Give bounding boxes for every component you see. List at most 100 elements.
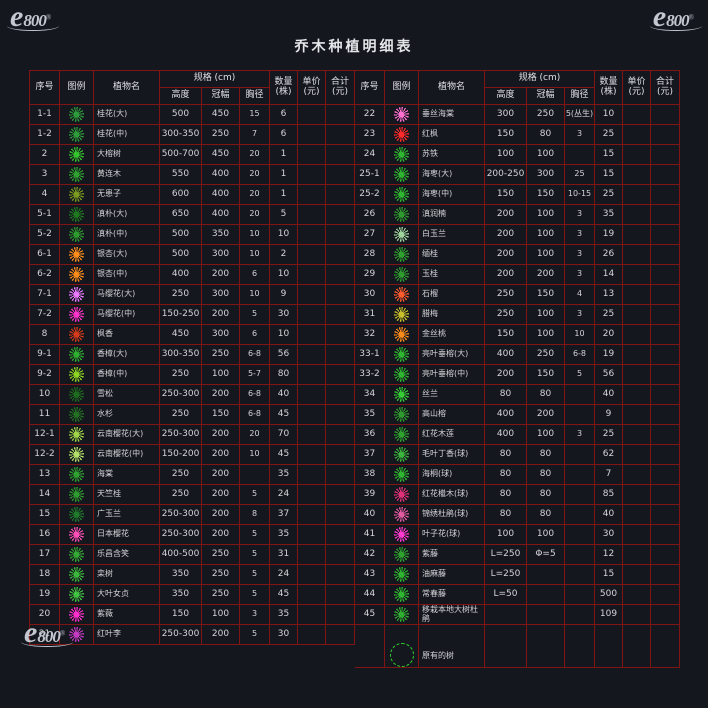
table-row: 9-2 香樟(中) 250 100 5-7 80 bbox=[30, 365, 355, 385]
qty-value: 25 bbox=[595, 125, 623, 145]
row-no: 45 bbox=[355, 605, 385, 625]
unit-price-value bbox=[623, 145, 651, 165]
table-title: 乔木种植明细表 bbox=[294, 39, 414, 55]
unit-price-value bbox=[623, 225, 651, 245]
row-no: 3 bbox=[30, 165, 60, 185]
plant-name: 桂花(大) bbox=[94, 105, 160, 125]
crown-value: 300 bbox=[527, 165, 565, 185]
col-header-name: 植物名 bbox=[419, 71, 485, 105]
total-value bbox=[651, 125, 680, 145]
legend-cell bbox=[385, 525, 419, 545]
col-header-no: 序号 bbox=[30, 71, 60, 105]
unit-price-value bbox=[298, 625, 326, 645]
crown-value: 100 bbox=[527, 305, 565, 325]
unit-price-value bbox=[298, 425, 326, 445]
qty-value: 7 bbox=[595, 465, 623, 485]
row-no: 39 bbox=[355, 485, 385, 505]
plant-symbol-icon bbox=[69, 207, 84, 222]
plant-symbol-icon bbox=[394, 167, 409, 182]
height-value: L=50 bbox=[485, 585, 527, 605]
unit-price-value bbox=[298, 285, 326, 305]
legend-cell bbox=[60, 365, 94, 385]
height-value: 300 bbox=[485, 105, 527, 125]
plant-name: 海枣(大) bbox=[419, 165, 485, 185]
table-row: 13 海棠 250 200 35 bbox=[30, 465, 355, 485]
legend-cell bbox=[385, 185, 419, 205]
unit-price-value bbox=[623, 405, 651, 425]
total-value bbox=[326, 265, 355, 285]
unit-price-value bbox=[623, 485, 651, 505]
crown-value: 200 bbox=[202, 265, 240, 285]
crown-value: 450 bbox=[202, 105, 240, 125]
height-value: L=250 bbox=[485, 565, 527, 585]
plant-symbol-icon bbox=[394, 407, 409, 422]
table-row: 15 广玉兰 250-300 200 8 37 bbox=[30, 505, 355, 525]
qty-value: 62 bbox=[595, 445, 623, 465]
table-row: 39 红花檵木(球) 80 80 85 bbox=[355, 485, 680, 505]
height-value: 250-300 bbox=[160, 505, 202, 525]
legend-cell bbox=[60, 225, 94, 245]
e800-watermark: e800® bbox=[649, 0, 703, 34]
dbh-value: 5 bbox=[565, 365, 595, 385]
qty-value: 6 bbox=[270, 105, 298, 125]
plant-symbol-icon bbox=[394, 427, 409, 442]
row-no: 11 bbox=[30, 405, 60, 425]
col-header-spec: 规格 (cm) bbox=[485, 71, 595, 88]
table-header: 序号 图例 植物名 规格 (cm) 数量 (株) 单价 (元) 合计 (元) 高度 冠幅 胸径 bbox=[355, 71, 680, 105]
watermark-number: 800 bbox=[23, 11, 46, 30]
legend-cell bbox=[60, 565, 94, 585]
total-value bbox=[651, 405, 680, 425]
height-value: 500 bbox=[160, 105, 202, 125]
dbh-value: 5 bbox=[240, 565, 270, 585]
table-row: 45 移栽本地大树杜鹃 109 bbox=[355, 605, 680, 625]
total-value bbox=[651, 165, 680, 185]
crown-value: 300 bbox=[202, 285, 240, 305]
row-no: 36 bbox=[355, 425, 385, 445]
row-no: 26 bbox=[355, 205, 385, 225]
plant-symbol-icon bbox=[394, 307, 409, 322]
unit-price-value bbox=[298, 465, 326, 485]
plant-name: 垂丝海棠 bbox=[419, 105, 485, 125]
unit-price-value bbox=[623, 425, 651, 445]
dbh-value: 20 bbox=[240, 205, 270, 225]
crown-value: 150 bbox=[527, 285, 565, 305]
crown-value: 150 bbox=[202, 405, 240, 425]
crown-value: 200 bbox=[202, 305, 240, 325]
total-value bbox=[651, 205, 680, 225]
table-row: 26 滇润楠 200 100 3 35 bbox=[355, 205, 680, 225]
height-value: 400 bbox=[485, 345, 527, 365]
qty-value: 500 bbox=[595, 585, 623, 605]
unit-price-value bbox=[623, 445, 651, 465]
total-value bbox=[326, 425, 355, 445]
plant-name: 日本樱花 bbox=[94, 525, 160, 545]
crown-value: 400 bbox=[202, 205, 240, 225]
height-value: 200 bbox=[485, 205, 527, 225]
legend-cell bbox=[385, 545, 419, 565]
height-value: 80 bbox=[485, 465, 527, 485]
dbh-value: 10 bbox=[240, 445, 270, 465]
table-row: 7-1 马缨花(大) 250 300 10 9 bbox=[30, 285, 355, 305]
unit-price-value bbox=[623, 185, 651, 205]
legend-cell bbox=[60, 345, 94, 365]
dbh-value: 3 bbox=[565, 425, 595, 445]
watermark-number: 800 bbox=[666, 11, 689, 30]
total-value bbox=[326, 145, 355, 165]
plant-symbol-icon bbox=[69, 627, 84, 642]
qty-value: 6 bbox=[270, 125, 298, 145]
plant-symbol-icon bbox=[394, 127, 409, 142]
plant-name: 红花木莲 bbox=[419, 425, 485, 445]
plant-symbol-icon bbox=[69, 487, 84, 502]
legend-cell bbox=[385, 145, 419, 165]
unit-price-value bbox=[623, 205, 651, 225]
crown-value: 250 bbox=[527, 105, 565, 125]
qty-value: 31 bbox=[270, 545, 298, 565]
qty-value: 14 bbox=[595, 265, 623, 285]
plant-name: 紫藤 bbox=[419, 545, 485, 565]
row-no: 24 bbox=[355, 145, 385, 165]
unit-price-value bbox=[623, 265, 651, 285]
crown-value: 150 bbox=[527, 185, 565, 205]
row-no: 44 bbox=[355, 585, 385, 605]
legend-cell bbox=[385, 165, 419, 185]
plant-name: 银杏(大) bbox=[94, 245, 160, 265]
